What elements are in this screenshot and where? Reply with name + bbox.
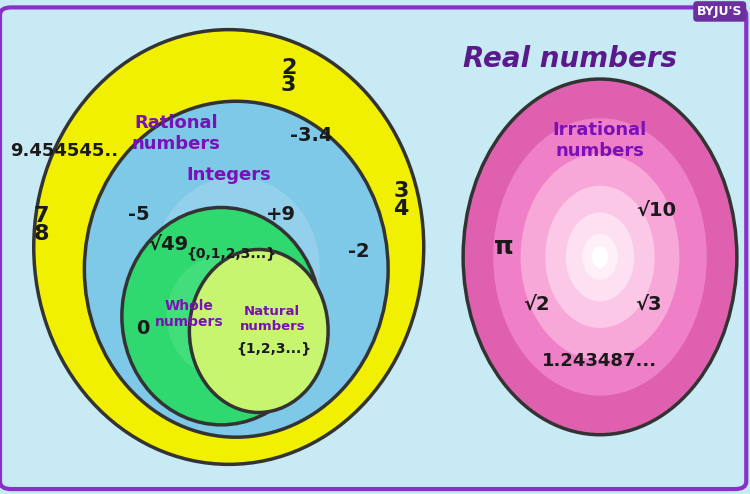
Ellipse shape <box>122 207 321 425</box>
Text: Irrational
numbers: Irrational numbers <box>553 122 647 160</box>
Text: Real numbers: Real numbers <box>463 45 677 73</box>
Ellipse shape <box>218 249 254 289</box>
Ellipse shape <box>166 256 276 376</box>
Ellipse shape <box>520 154 680 360</box>
Text: 1.243487...: 1.243487... <box>542 352 658 370</box>
Ellipse shape <box>582 234 618 280</box>
Text: -2: -2 <box>348 243 369 261</box>
Text: {0,1,2,3...}: {0,1,2,3...} <box>186 246 276 260</box>
Ellipse shape <box>153 177 320 362</box>
FancyBboxPatch shape <box>0 7 746 489</box>
Ellipse shape <box>545 186 655 328</box>
Ellipse shape <box>189 249 328 412</box>
Ellipse shape <box>566 212 634 301</box>
Text: Integers: Integers <box>186 166 272 184</box>
Text: 7
8: 7 8 <box>34 206 49 244</box>
Ellipse shape <box>463 79 736 435</box>
Ellipse shape <box>494 118 706 396</box>
Ellipse shape <box>34 30 424 464</box>
Text: Whole
numbers: Whole numbers <box>154 298 224 329</box>
Text: √3: √3 <box>635 294 662 313</box>
Ellipse shape <box>84 101 388 437</box>
Text: 3
4: 3 4 <box>394 181 409 219</box>
Ellipse shape <box>196 289 246 343</box>
Ellipse shape <box>190 219 282 320</box>
Text: Rational
numbers: Rational numbers <box>132 114 220 153</box>
Text: π: π <box>494 235 514 259</box>
Text: {1,2,3...}: {1,2,3...} <box>236 341 311 355</box>
Text: 9.454545..: 9.454545.. <box>10 142 118 160</box>
Text: √2: √2 <box>523 294 550 313</box>
Text: BYJU'S: BYJU'S <box>697 5 742 18</box>
Text: √49: √49 <box>148 235 189 254</box>
Ellipse shape <box>592 246 608 268</box>
Text: Natural
numbers: Natural numbers <box>239 305 305 332</box>
Text: 0: 0 <box>136 319 149 338</box>
Text: √10: √10 <box>636 201 676 219</box>
Text: +9: +9 <box>266 206 296 224</box>
Text: -5: -5 <box>128 206 149 224</box>
Text: -3.4: -3.4 <box>290 126 332 145</box>
Text: 2
3: 2 3 <box>281 58 296 95</box>
